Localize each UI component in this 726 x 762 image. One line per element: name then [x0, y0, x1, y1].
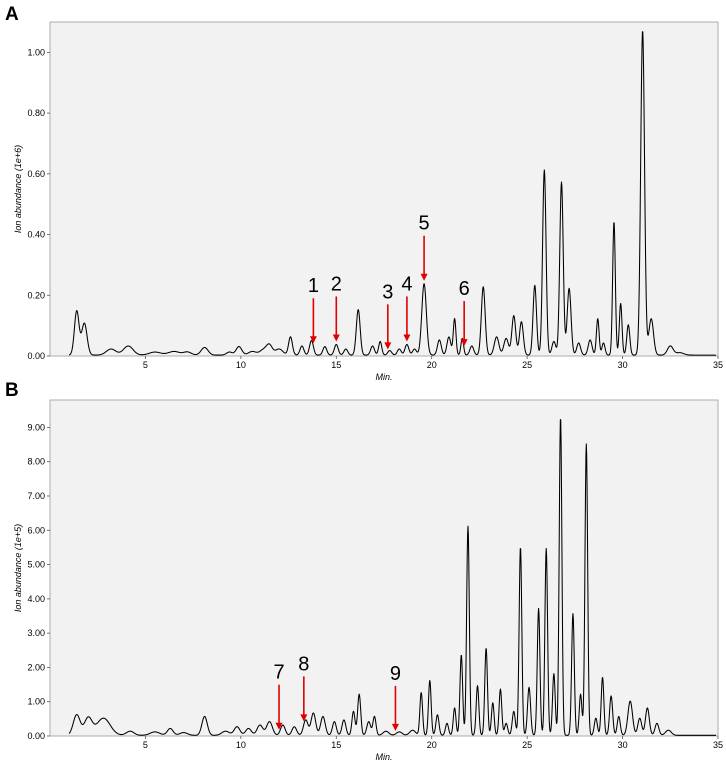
x-tick-label: 30: [618, 740, 628, 750]
x-tick-label: 5: [143, 360, 148, 370]
plot-area: [49, 399, 719, 737]
y-tick-label: 0.00: [27, 731, 45, 741]
x-axis-title: Min.: [375, 372, 392, 382]
arrow-annotation-4: 4: [401, 273, 412, 342]
x-tick-label: 15: [331, 360, 341, 370]
y-tick-label: 3.00: [27, 628, 45, 638]
arrow-head: [420, 273, 428, 281]
arrow-label: 3: [382, 281, 393, 303]
arrow-label: 8: [298, 653, 309, 675]
arrow-head: [300, 714, 308, 722]
panel-a: A0.000.200.400.600.801.005 10 15 20 25 30 35Mi…: [5, 4, 723, 382]
chromatogram-trace: [68, 31, 717, 356]
y-tick-label: 9.00: [27, 422, 45, 432]
arrow-head: [460, 339, 468, 347]
arrow-head: [309, 336, 317, 344]
arrow-head: [384, 342, 392, 350]
y-tick-label: 0.20: [27, 290, 45, 300]
y-tick-label: 4.00: [27, 594, 45, 604]
arrow-label: 6: [459, 278, 470, 300]
y-tick-label: 0.80: [27, 108, 45, 118]
arrow-annotation-7: 7: [273, 662, 285, 730]
y-tick-label: 2.00: [27, 662, 45, 672]
y-tick-label: 7.00: [27, 491, 45, 501]
arrow-annotation-1: 1: [308, 275, 319, 344]
chromatogram-trace: [68, 419, 717, 736]
x-tick-label: 10: [236, 360, 246, 370]
arrow-annotation-9: 9: [390, 663, 401, 731]
arrow-label: 9: [390, 663, 401, 685]
arrow-annotation-3: 3: [382, 281, 393, 350]
arrow-annotation-6: 6: [459, 278, 470, 347]
arrow-head: [275, 722, 283, 730]
y-tick-label: 5.00: [27, 560, 45, 570]
y-tick-label: 1.00: [27, 47, 45, 57]
y-tick-label: 0.60: [27, 169, 45, 179]
x-tick-label: 15: [331, 740, 341, 750]
x-tick-label: 35: [713, 740, 723, 750]
x-tick-label: 30: [618, 360, 628, 370]
y-tick-label: 1.00: [27, 697, 45, 707]
arrow-label: 1: [308, 275, 319, 297]
arrow-label: 7: [273, 662, 284, 684]
arrow-annotation-8: 8: [298, 653, 309, 722]
x-axis-title: Min.: [375, 752, 392, 762]
x-tick-label: 35: [713, 360, 723, 370]
arrow-annotation-5: 5: [419, 213, 430, 281]
arrow-label: 5: [419, 213, 430, 235]
x-tick-label: 10: [236, 740, 246, 750]
y-tick-label: 0.40: [27, 230, 45, 240]
x-tick-label: 20: [427, 740, 437, 750]
arrow-head: [332, 334, 340, 342]
y-axis-title: Ion abundance (1e+5): [13, 524, 23, 612]
y-tick-label: 8.00: [27, 457, 45, 467]
panel-letter: B: [5, 380, 19, 401]
arrow-head: [403, 334, 411, 342]
arrow-annotation-2: 2: [331, 273, 342, 342]
panel-letter: A: [5, 4, 19, 25]
plot-area: [49, 21, 719, 357]
x-tick-label: 5: [143, 740, 148, 750]
x-tick-label: 20: [427, 360, 437, 370]
y-axis-title: Ion abundance (1e+6): [13, 145, 23, 233]
x-tick-label: 25: [522, 360, 532, 370]
arrow-label: 2: [331, 273, 342, 295]
y-tick-label: 6.00: [27, 525, 45, 535]
panel-b: B 0.00 1.00 2.00 3.00 4.00 5.00 6.00 7.00 8.00 9.0…: [5, 380, 723, 762]
arrow-label: 4: [401, 273, 412, 295]
x-tick-label: 25: [522, 740, 532, 750]
arrow-head: [391, 723, 399, 731]
y-tick-label: 0.00: [27, 351, 45, 361]
